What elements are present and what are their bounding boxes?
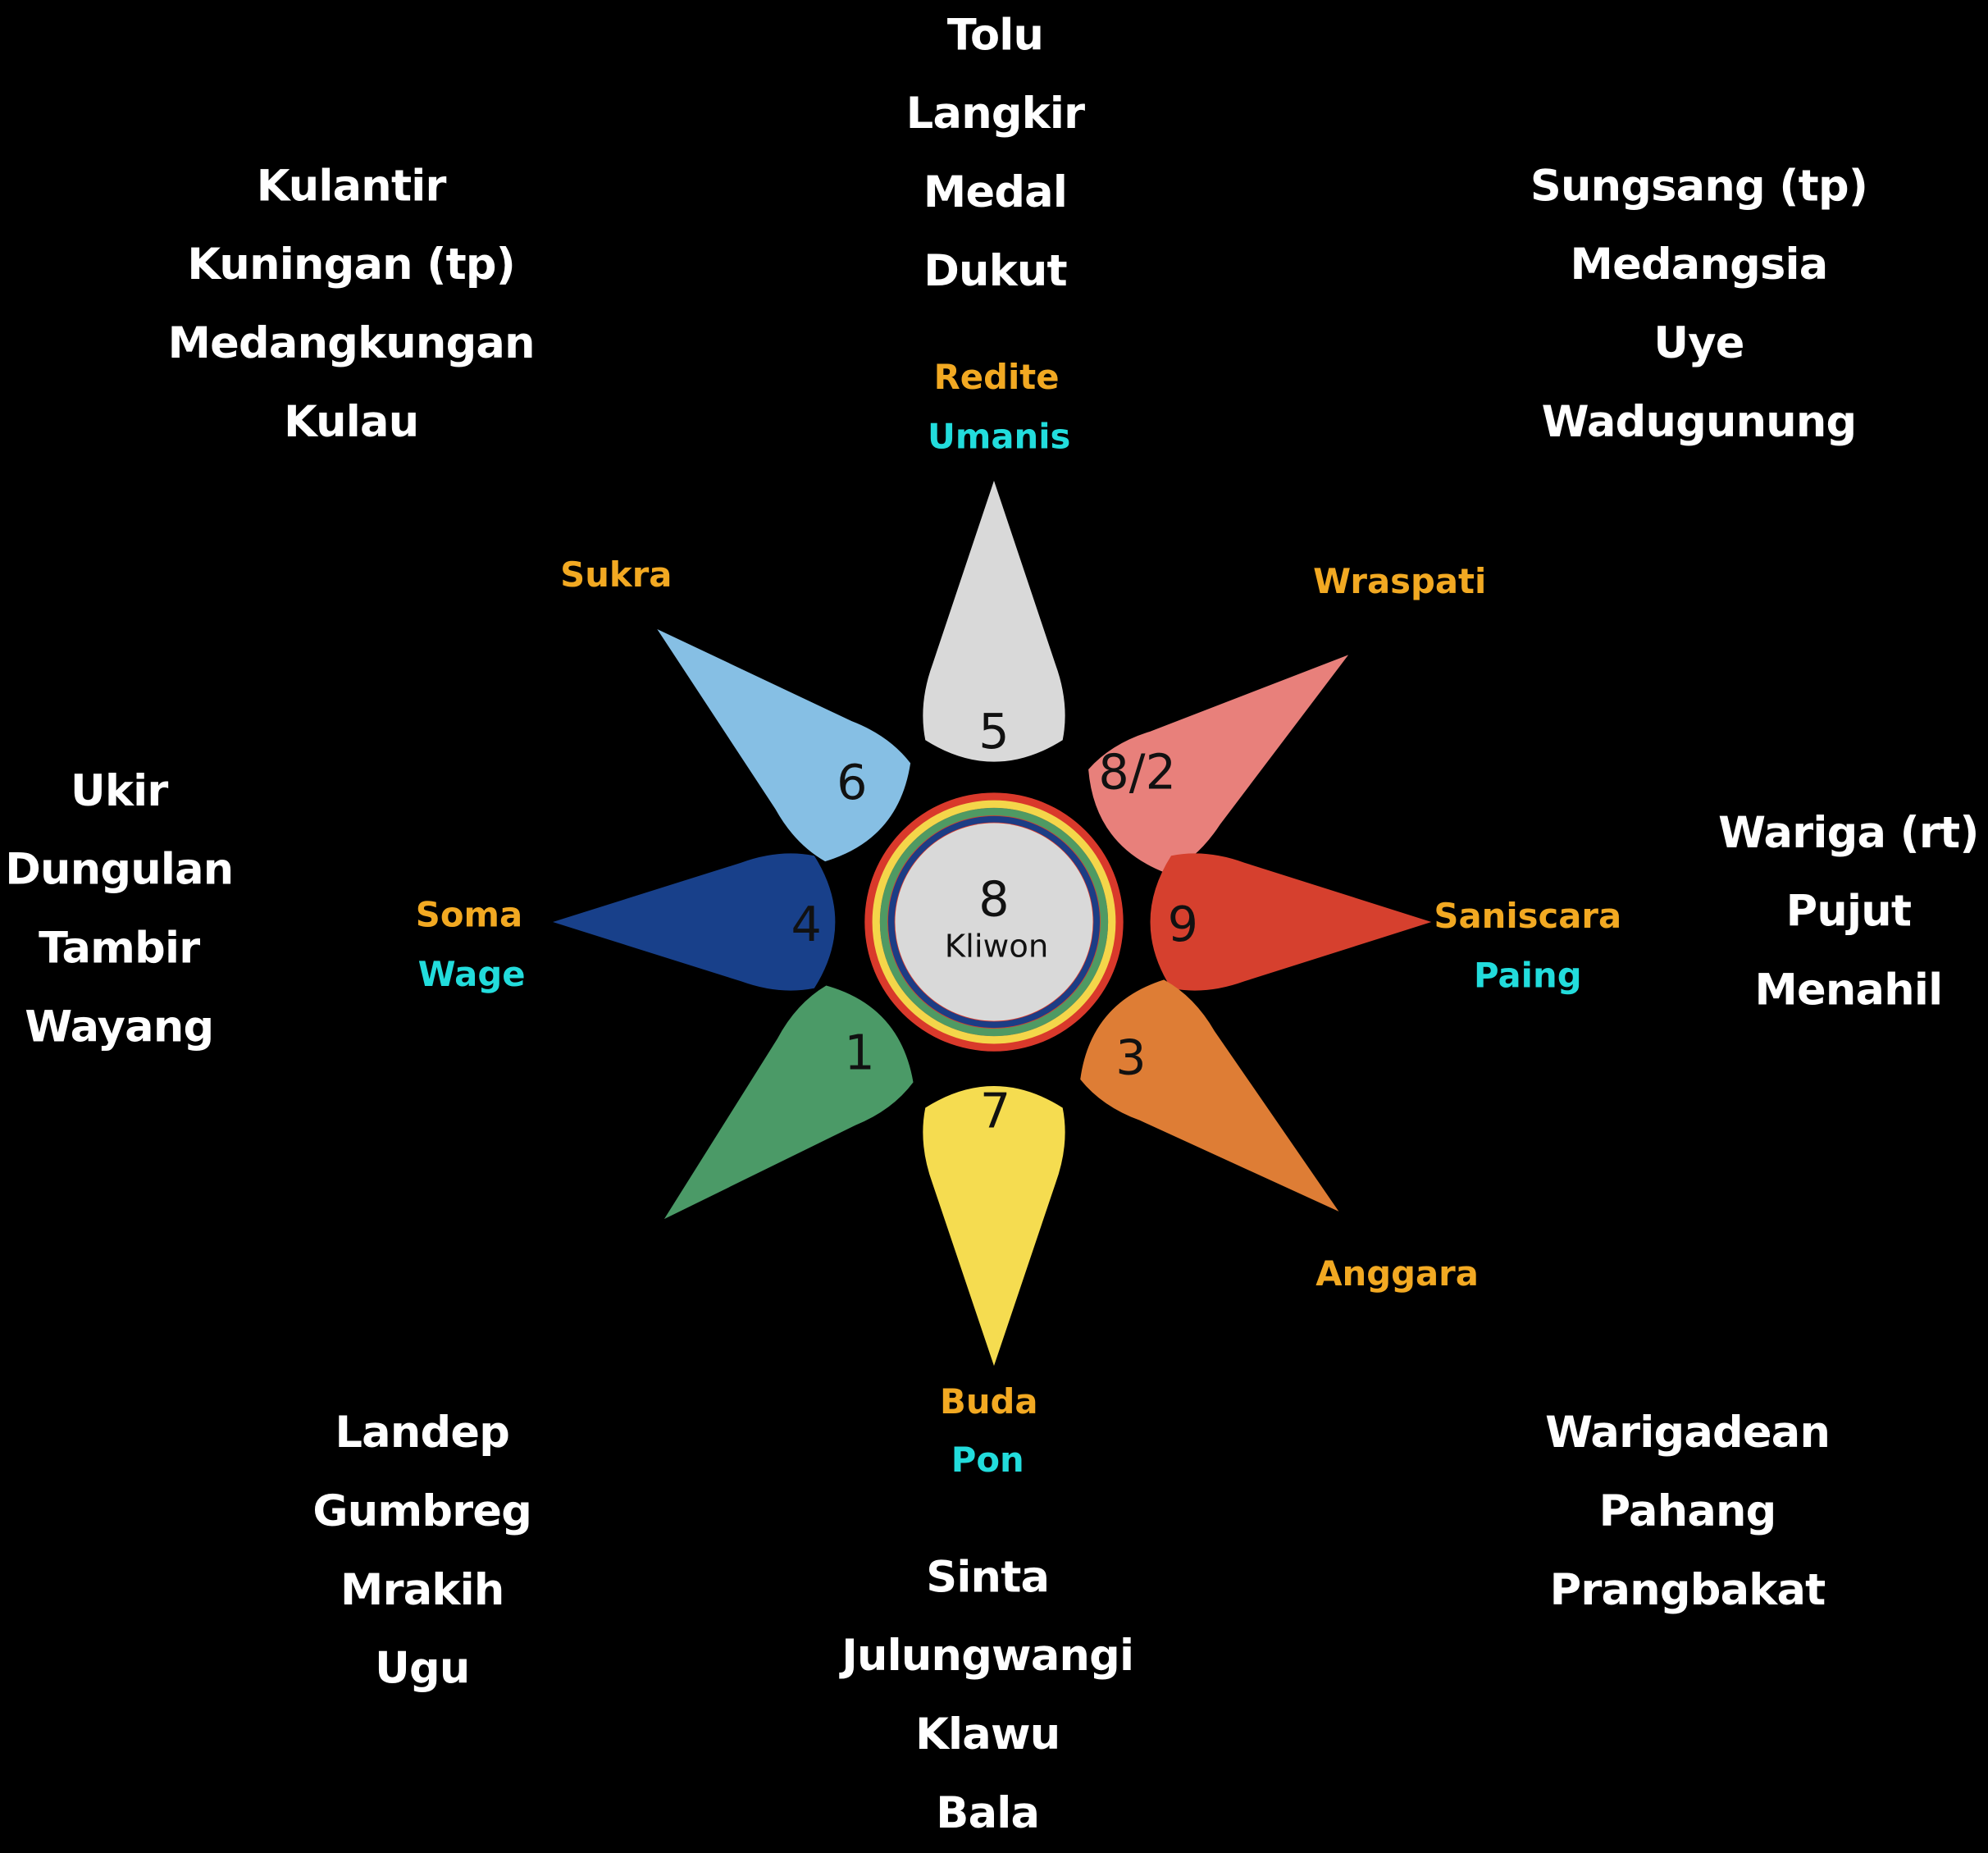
petal-east xyxy=(1150,853,1432,991)
petal-number-north: 5 xyxy=(978,704,1010,760)
pasaran-label-pon: Pon xyxy=(951,1441,1024,1481)
day-label-sukra: Sukra xyxy=(560,555,673,596)
wuku-name: Wadugunung xyxy=(1541,396,1858,448)
petal-number-west: 4 xyxy=(791,897,822,953)
wuku-name: Dungulan xyxy=(5,844,234,896)
petal-southwest xyxy=(663,985,914,1220)
day-label-anggara: Anggara xyxy=(1315,1254,1479,1294)
wuku-name: Sungsang (tp) xyxy=(1530,161,1868,212)
wuku-name: Medangkungan xyxy=(167,318,536,369)
petal-north xyxy=(923,480,1065,762)
wuku-group-right: Wariga (rt) Pujut Menahil xyxy=(1718,794,1979,1030)
ring-blue xyxy=(887,815,1101,1029)
ring-green xyxy=(879,807,1109,1037)
wuku-group-top: Tolu Langkir Medal Dukut xyxy=(905,0,1085,311)
day-label-buda: Buda xyxy=(940,1383,1038,1422)
wuku-name: Wayang xyxy=(25,1002,214,1053)
day-label-wraspati: Wraspati xyxy=(1313,562,1487,602)
day-label-saniscara: Saniscara xyxy=(1434,897,1622,937)
wuku-name: Medal xyxy=(923,167,1068,218)
ring-yellow xyxy=(872,800,1116,1044)
petal-northeast xyxy=(1088,655,1349,874)
petal-south xyxy=(923,1086,1065,1367)
wuku-name: Mrakih xyxy=(340,1564,504,1616)
day-label-redite: Redite xyxy=(933,358,1060,398)
pasaran-label-umanis: Umanis xyxy=(927,418,1071,458)
wuku-group-bottom: Sinta Julungwangi Klawu Bala xyxy=(841,1538,1134,1852)
pasaran-label-wage: Wage xyxy=(417,955,526,995)
wuku-name: Julungwangi xyxy=(841,1631,1134,1682)
wuku-name: Gumbreg xyxy=(312,1486,532,1537)
wuku-name: Wariga (rt) xyxy=(1718,807,1979,859)
wuku-name: Klawu xyxy=(915,1709,1060,1760)
wuku-name: Langkir xyxy=(905,89,1085,140)
wuku-name: Tolu xyxy=(946,10,1044,62)
wuku-name: Sinta xyxy=(926,1552,1050,1604)
day-label-soma: Soma xyxy=(415,896,523,936)
wuku-name: Pahang xyxy=(1598,1486,1777,1537)
pasaran-label-paing: Paing xyxy=(1474,956,1582,997)
wuku-group-top-left: Kulantir Kuningan (tp) Medangkungan Kula… xyxy=(167,147,536,461)
wuku-name: Uye xyxy=(1653,318,1744,369)
wuku-name: Prangbakat xyxy=(1549,1564,1826,1616)
petal-west xyxy=(553,853,836,991)
wuku-name: Ugu xyxy=(375,1643,470,1695)
petal-number-southeast: 3 xyxy=(1115,1029,1147,1086)
center-number: 8 xyxy=(978,871,1010,928)
wuku-name: Kuningan (tp) xyxy=(187,240,516,291)
petal-number-southwest: 1 xyxy=(844,1025,875,1081)
wuku-name: Bala xyxy=(936,1788,1040,1839)
petal-southeast xyxy=(1080,979,1339,1212)
wuku-name: Landep xyxy=(335,1408,510,1459)
wuku-name: Kulantir xyxy=(256,161,447,212)
wuku-name: Dukut xyxy=(923,245,1067,297)
wuku-name: Kulau xyxy=(284,396,419,448)
petal-number-east: 9 xyxy=(1167,897,1199,953)
wuku-name: Medangsia xyxy=(1570,240,1829,291)
wuku-group-top-right: Sungsang (tp) Medangsia Uye Wadugunung xyxy=(1530,147,1868,461)
petal-northwest xyxy=(657,628,911,862)
wuku-group-bottom-left: Landep Gumbreg Mrakih Ugu xyxy=(312,1394,532,1708)
center-circle xyxy=(895,823,1093,1021)
wuku-name: Tambir xyxy=(39,923,200,974)
wuku-name: Warigadean xyxy=(1545,1408,1831,1459)
wuku-name: Ukir xyxy=(71,765,168,817)
center-label: Kliwon xyxy=(944,927,1049,965)
wuku-group-left: Ukir Dungulan Tambir Wayang xyxy=(5,752,234,1066)
petal-number-northwest: 6 xyxy=(837,754,868,810)
petal-number-south: 7 xyxy=(979,1083,1011,1139)
wuku-name: Menahil xyxy=(1754,965,1943,1016)
petal-number-northeast: 8/2 xyxy=(1098,744,1176,801)
wuku-group-bottom-right: Warigadean Pahang Prangbakat xyxy=(1545,1394,1831,1630)
wuku-name: Pujut xyxy=(1785,886,1912,938)
